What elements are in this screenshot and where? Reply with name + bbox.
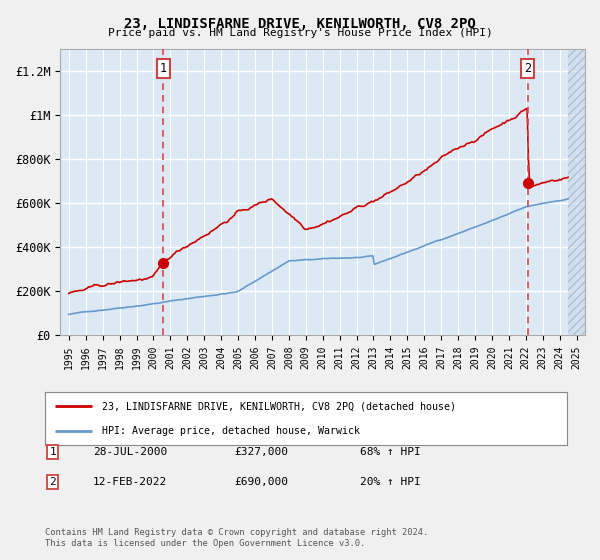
Text: 1: 1 xyxy=(160,62,167,75)
Text: £327,000: £327,000 xyxy=(234,447,288,458)
Text: 1: 1 xyxy=(49,447,56,458)
Bar xyxy=(568,49,585,335)
Text: 68% ↑ HPI: 68% ↑ HPI xyxy=(360,447,421,458)
Text: Contains HM Land Registry data © Crown copyright and database right 2024.
This d: Contains HM Land Registry data © Crown c… xyxy=(45,528,428,548)
Text: 23, LINDISFARNE DRIVE, KENILWORTH, CV8 2PQ: 23, LINDISFARNE DRIVE, KENILWORTH, CV8 2… xyxy=(124,17,476,31)
Text: 28-JUL-2000: 28-JUL-2000 xyxy=(93,447,167,458)
Text: Price paid vs. HM Land Registry's House Price Index (HPI): Price paid vs. HM Land Registry's House … xyxy=(107,28,493,38)
Text: 12-FEB-2022: 12-FEB-2022 xyxy=(93,477,167,487)
Text: 20% ↑ HPI: 20% ↑ HPI xyxy=(360,477,421,487)
Text: 23, LINDISFARNE DRIVE, KENILWORTH, CV8 2PQ (detached house): 23, LINDISFARNE DRIVE, KENILWORTH, CV8 2… xyxy=(103,402,457,412)
Text: £690,000: £690,000 xyxy=(234,477,288,487)
Text: HPI: Average price, detached house, Warwick: HPI: Average price, detached house, Warw… xyxy=(103,426,361,436)
Text: 2: 2 xyxy=(524,62,532,75)
Text: 2: 2 xyxy=(49,477,56,487)
